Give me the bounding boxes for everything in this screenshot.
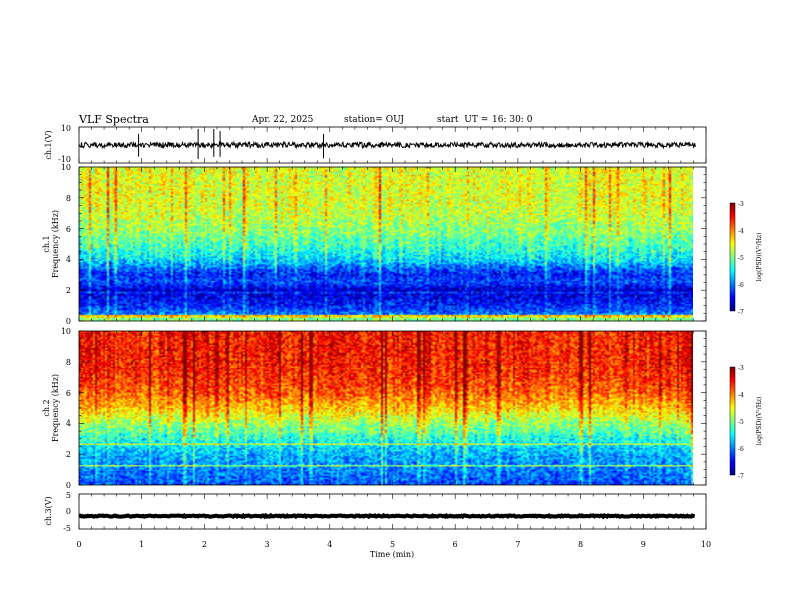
ch1-trace [78, 140, 696, 150]
start-time-value: 16: 30: 0 [492, 115, 533, 125]
ch1-cbar-tick-m4: -4 [738, 228, 744, 235]
ch2-ytick-8: 8 [66, 358, 71, 367]
xtick-8: 8 [578, 540, 583, 549]
ch1-colorbar: -3 -4 -5 -6 -7 log(PSD)(V²/Hz) [729, 201, 763, 316]
ch1-ytick-2: 2 [66, 286, 71, 295]
ch2-spectrogram-image [79, 331, 693, 485]
ch1-cbar-tick-m3: -3 [738, 201, 744, 208]
ch2-cbar-tick-m5: -5 [738, 419, 744, 426]
figure-title: VLF Spectra [79, 113, 149, 126]
xtick-2: 2 [202, 540, 207, 549]
ch2-ytick-2: 2 [66, 450, 71, 459]
ch1-cbar-tick-m7: -7 [738, 309, 744, 316]
date-label: Apr. 22, 2025 [252, 115, 314, 125]
ch2-ytick-0: 0 [66, 481, 71, 490]
xtick-5: 5 [390, 540, 395, 549]
ch2-cbar-tick-m7: -7 [738, 473, 744, 480]
xtick-9: 9 [641, 540, 646, 549]
ch1-ytick-bottom: -10 [58, 155, 71, 164]
station-label: station= OUJ [344, 115, 405, 125]
axis-ticks [78, 127, 707, 529]
x-axis-label: Time (min) [370, 550, 414, 559]
xtick-6: 6 [453, 540, 458, 549]
ch1-waveform-ylabel: ch.1(V) [44, 130, 53, 159]
ch1-spectrogram-image [79, 167, 693, 321]
ch1-cbar-tick-m5: -5 [738, 255, 744, 262]
ch3-ytick-top: 5 [66, 491, 71, 500]
ch1-ytick-top: 10 [61, 124, 71, 133]
ch2-ytick-10: 10 [61, 327, 71, 336]
xtick-3: 3 [265, 540, 270, 549]
ch1-ytick-10: 10 [61, 163, 71, 172]
ch2-ytick-6: 6 [66, 389, 71, 398]
ch2-colorbar-scale [729, 366, 736, 476]
ch2-spec-ylabel-channel: ch.2 [42, 399, 51, 416]
ch3-waveform-frame [78, 493, 707, 530]
ch1-ytick-6: 6 [66, 225, 71, 234]
ch1-ytick-4: 4 [66, 255, 71, 264]
ch3-ytick-middle: 0 [66, 507, 71, 516]
ch3-waveform-ylabel: ch.3(V) [44, 496, 53, 525]
ch3-waveform-panel: 5 0 -5 ch.3(V) [44, 491, 707, 533]
ch2-colorbar-label: log(PSD)(V²/Hz) [756, 397, 763, 446]
ch2-colorbar: -3 -4 -5 -6 -7 log(PSD)(V²/Hz) [729, 365, 763, 480]
ch1-colorbar-scale [729, 202, 736, 312]
ch1-spectrogram-panel: 0 2 4 6 8 10 ch.1 Frequency (kHz) [42, 163, 707, 326]
ch1-spec-ylabel-channel: ch.1 [42, 235, 51, 252]
ch1-cbar-tick-m6: -6 [738, 282, 744, 289]
ch2-cbar-tick-m4: -4 [738, 392, 744, 399]
xtick-1: 1 [139, 540, 144, 549]
xtick-0: 0 [76, 540, 81, 549]
ch1-waveform-panel: 10 -10 ch.1(V) [44, 124, 707, 164]
ch3-trace [78, 512, 696, 520]
ch1-ytick-8: 8 [66, 194, 71, 203]
xtick-10: 10 [701, 540, 711, 549]
ch1-spikes [138, 128, 325, 159]
xtick-7: 7 [515, 540, 520, 549]
ch2-cbar-tick-m3: -3 [738, 365, 744, 372]
ch2-cbar-tick-m6: -6 [738, 446, 744, 453]
ch1-ytick-0: 0 [66, 317, 71, 326]
start-ut-label: start UT = [437, 115, 489, 125]
ch2-spectrogram-panel: 0 2 4 6 8 10 ch.2 Frequency (kHz) [42, 327, 707, 490]
ch2-spec-ylabel-frequency: Frequency (kHz) [51, 374, 60, 442]
ch3-ytick-bottom: -5 [63, 524, 71, 533]
ch1-colorbar-label: log(PSD)(V²/Hz) [756, 233, 763, 282]
xtick-4: 4 [327, 540, 332, 549]
ch1-spec-ylabel-frequency: Frequency (kHz) [51, 210, 60, 278]
x-axis: 0 1 2 3 4 5 6 7 8 9 10 Time (min) [76, 540, 711, 559]
ch2-ytick-4: 4 [66, 419, 71, 428]
